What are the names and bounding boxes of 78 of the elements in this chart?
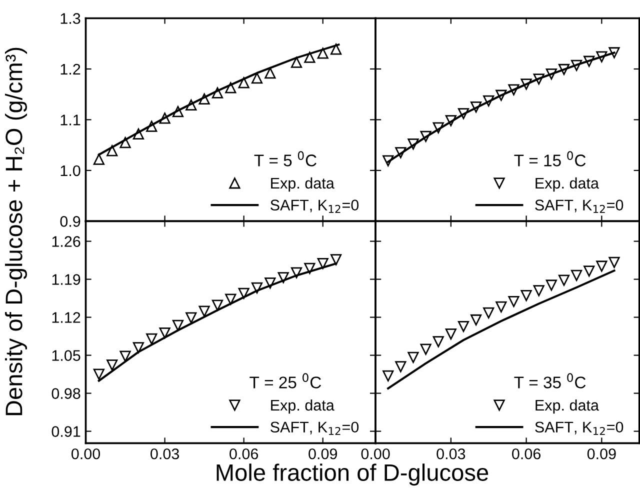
point: [172, 320, 184, 331]
y-tick-label: 1.12: [52, 312, 80, 323]
legend-title: T = 15 $^{0}$C: [514, 151, 586, 166]
point: [106, 359, 118, 371]
y-tick-label: 0.9: [60, 216, 80, 227]
point: [408, 352, 419, 363]
point: [212, 300, 224, 311]
point: [584, 266, 595, 277]
point: [159, 327, 170, 339]
y-tick-label: 0.91: [52, 426, 80, 437]
point: [382, 370, 394, 382]
point: [120, 350, 131, 362]
legend-title: T = 35 $^{0}$C: [514, 373, 586, 388]
legend-label: Exp. data: [536, 177, 599, 192]
point: [608, 256, 620, 268]
y-tick-label: 0.98: [52, 388, 80, 399]
point: [225, 82, 236, 94]
y-tick-label: 1.05: [52, 350, 80, 361]
point: [520, 290, 532, 302]
legend-label: SAFT, K$_{12}$=0: [270, 200, 359, 213]
x-tick-label: 0.06: [512, 448, 540, 460]
y-tick-label: 1.0: [60, 165, 80, 176]
point: [225, 294, 236, 305]
point: [508, 296, 520, 308]
point: [186, 312, 197, 324]
point: [445, 328, 456, 340]
point: [470, 314, 482, 326]
legend-label: Exp. data: [536, 399, 599, 414]
legend-label: SAFT, K$_{12}$=0: [535, 200, 624, 213]
legend-label: Exp. data: [271, 399, 334, 414]
y-tick-label: 1.2: [60, 64, 80, 75]
x-tick-label: 0.06: [230, 448, 258, 460]
legend-label: SAFT, K$_{12}$=0: [535, 422, 624, 435]
legend-title: T = 5 $^{0}$C: [254, 151, 316, 166]
point: [330, 44, 342, 55]
y-tick-label: 1.26: [52, 236, 80, 247]
point: [420, 344, 432, 355]
y-tick-label: 1.3: [60, 13, 80, 24]
point: [546, 280, 557, 291]
point: [496, 301, 507, 313]
point: [93, 368, 104, 380]
x-tick-label: 0.03: [436, 448, 466, 460]
point: [533, 285, 544, 296]
point: [93, 154, 104, 165]
point: [432, 336, 444, 348]
point: [570, 270, 582, 282]
y-tick-label: 1.1: [60, 114, 80, 126]
point: [264, 67, 276, 79]
legend-label: SAFT, K$_{12}$=0: [270, 422, 359, 435]
point: [596, 260, 608, 272]
point: [483, 307, 494, 318]
y-tick-label: 1.19: [52, 274, 80, 285]
point: [132, 342, 144, 354]
point: [395, 361, 406, 372]
x-tick-label: 0.09: [308, 448, 338, 460]
y-axis-title: Density of D-glucose + H₂O (g/cm³): [4, 48, 28, 416]
point: [304, 52, 316, 63]
point: [238, 77, 250, 88]
x-tick-label: 0.03: [150, 448, 179, 460]
legend-label: Exp. data: [271, 177, 334, 192]
point: [238, 288, 250, 299]
point: [290, 267, 302, 278]
point: [304, 262, 316, 274]
x-tick-label: 0.00: [361, 448, 390, 460]
point: [558, 274, 570, 286]
legend-title: T = 25 $^{0}$C: [250, 373, 322, 388]
point: [458, 320, 470, 332]
point: [317, 48, 328, 59]
x-tick-label: 0.00: [71, 448, 100, 460]
point: [290, 56, 302, 68]
point: [330, 254, 342, 266]
point: [198, 306, 210, 317]
x-axis-title: Mole fraction of D-glucose: [216, 464, 488, 486]
point: [278, 272, 289, 284]
point: [317, 258, 328, 270]
point: [146, 333, 158, 345]
point: [251, 72, 263, 84]
x-tick-label: 0.09: [587, 448, 616, 460]
